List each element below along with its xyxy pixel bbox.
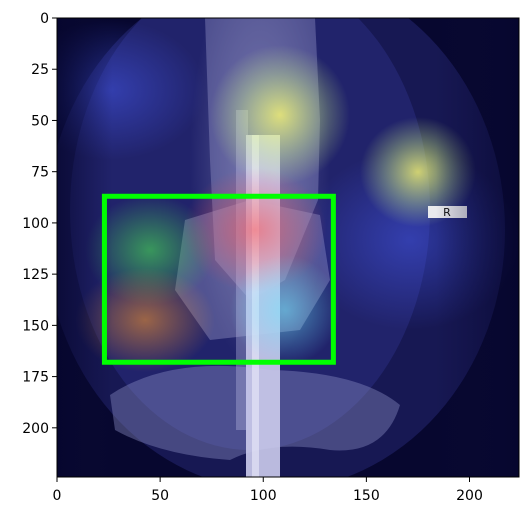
xray-image: R bbox=[57, 18, 519, 477]
y-tick-label: 75 bbox=[31, 165, 49, 181]
y-tick-label: 175 bbox=[22, 370, 49, 386]
y-tick-label: 0 bbox=[40, 11, 49, 27]
detection-bounding-box bbox=[101, 193, 336, 365]
y-tick-label: 200 bbox=[22, 421, 49, 437]
x-tick-label: 0 bbox=[53, 488, 62, 504]
y-tick-label: 100 bbox=[22, 216, 49, 232]
y-tick-label: 150 bbox=[22, 318, 49, 334]
x-tick-label: 150 bbox=[353, 488, 380, 504]
x-tick-label: 50 bbox=[151, 488, 169, 504]
y-axis-ticks: 0 25 50 75 100 125 150 175 200 bbox=[22, 11, 57, 437]
y-tick-label: 50 bbox=[31, 113, 49, 129]
x-axis-ticks: 0 50 100 150 200 bbox=[53, 477, 483, 504]
x-tick-label: 100 bbox=[250, 488, 277, 504]
y-tick-label: 25 bbox=[31, 62, 49, 78]
x-tick-label: 200 bbox=[456, 488, 483, 504]
y-tick-label: 125 bbox=[22, 267, 49, 283]
